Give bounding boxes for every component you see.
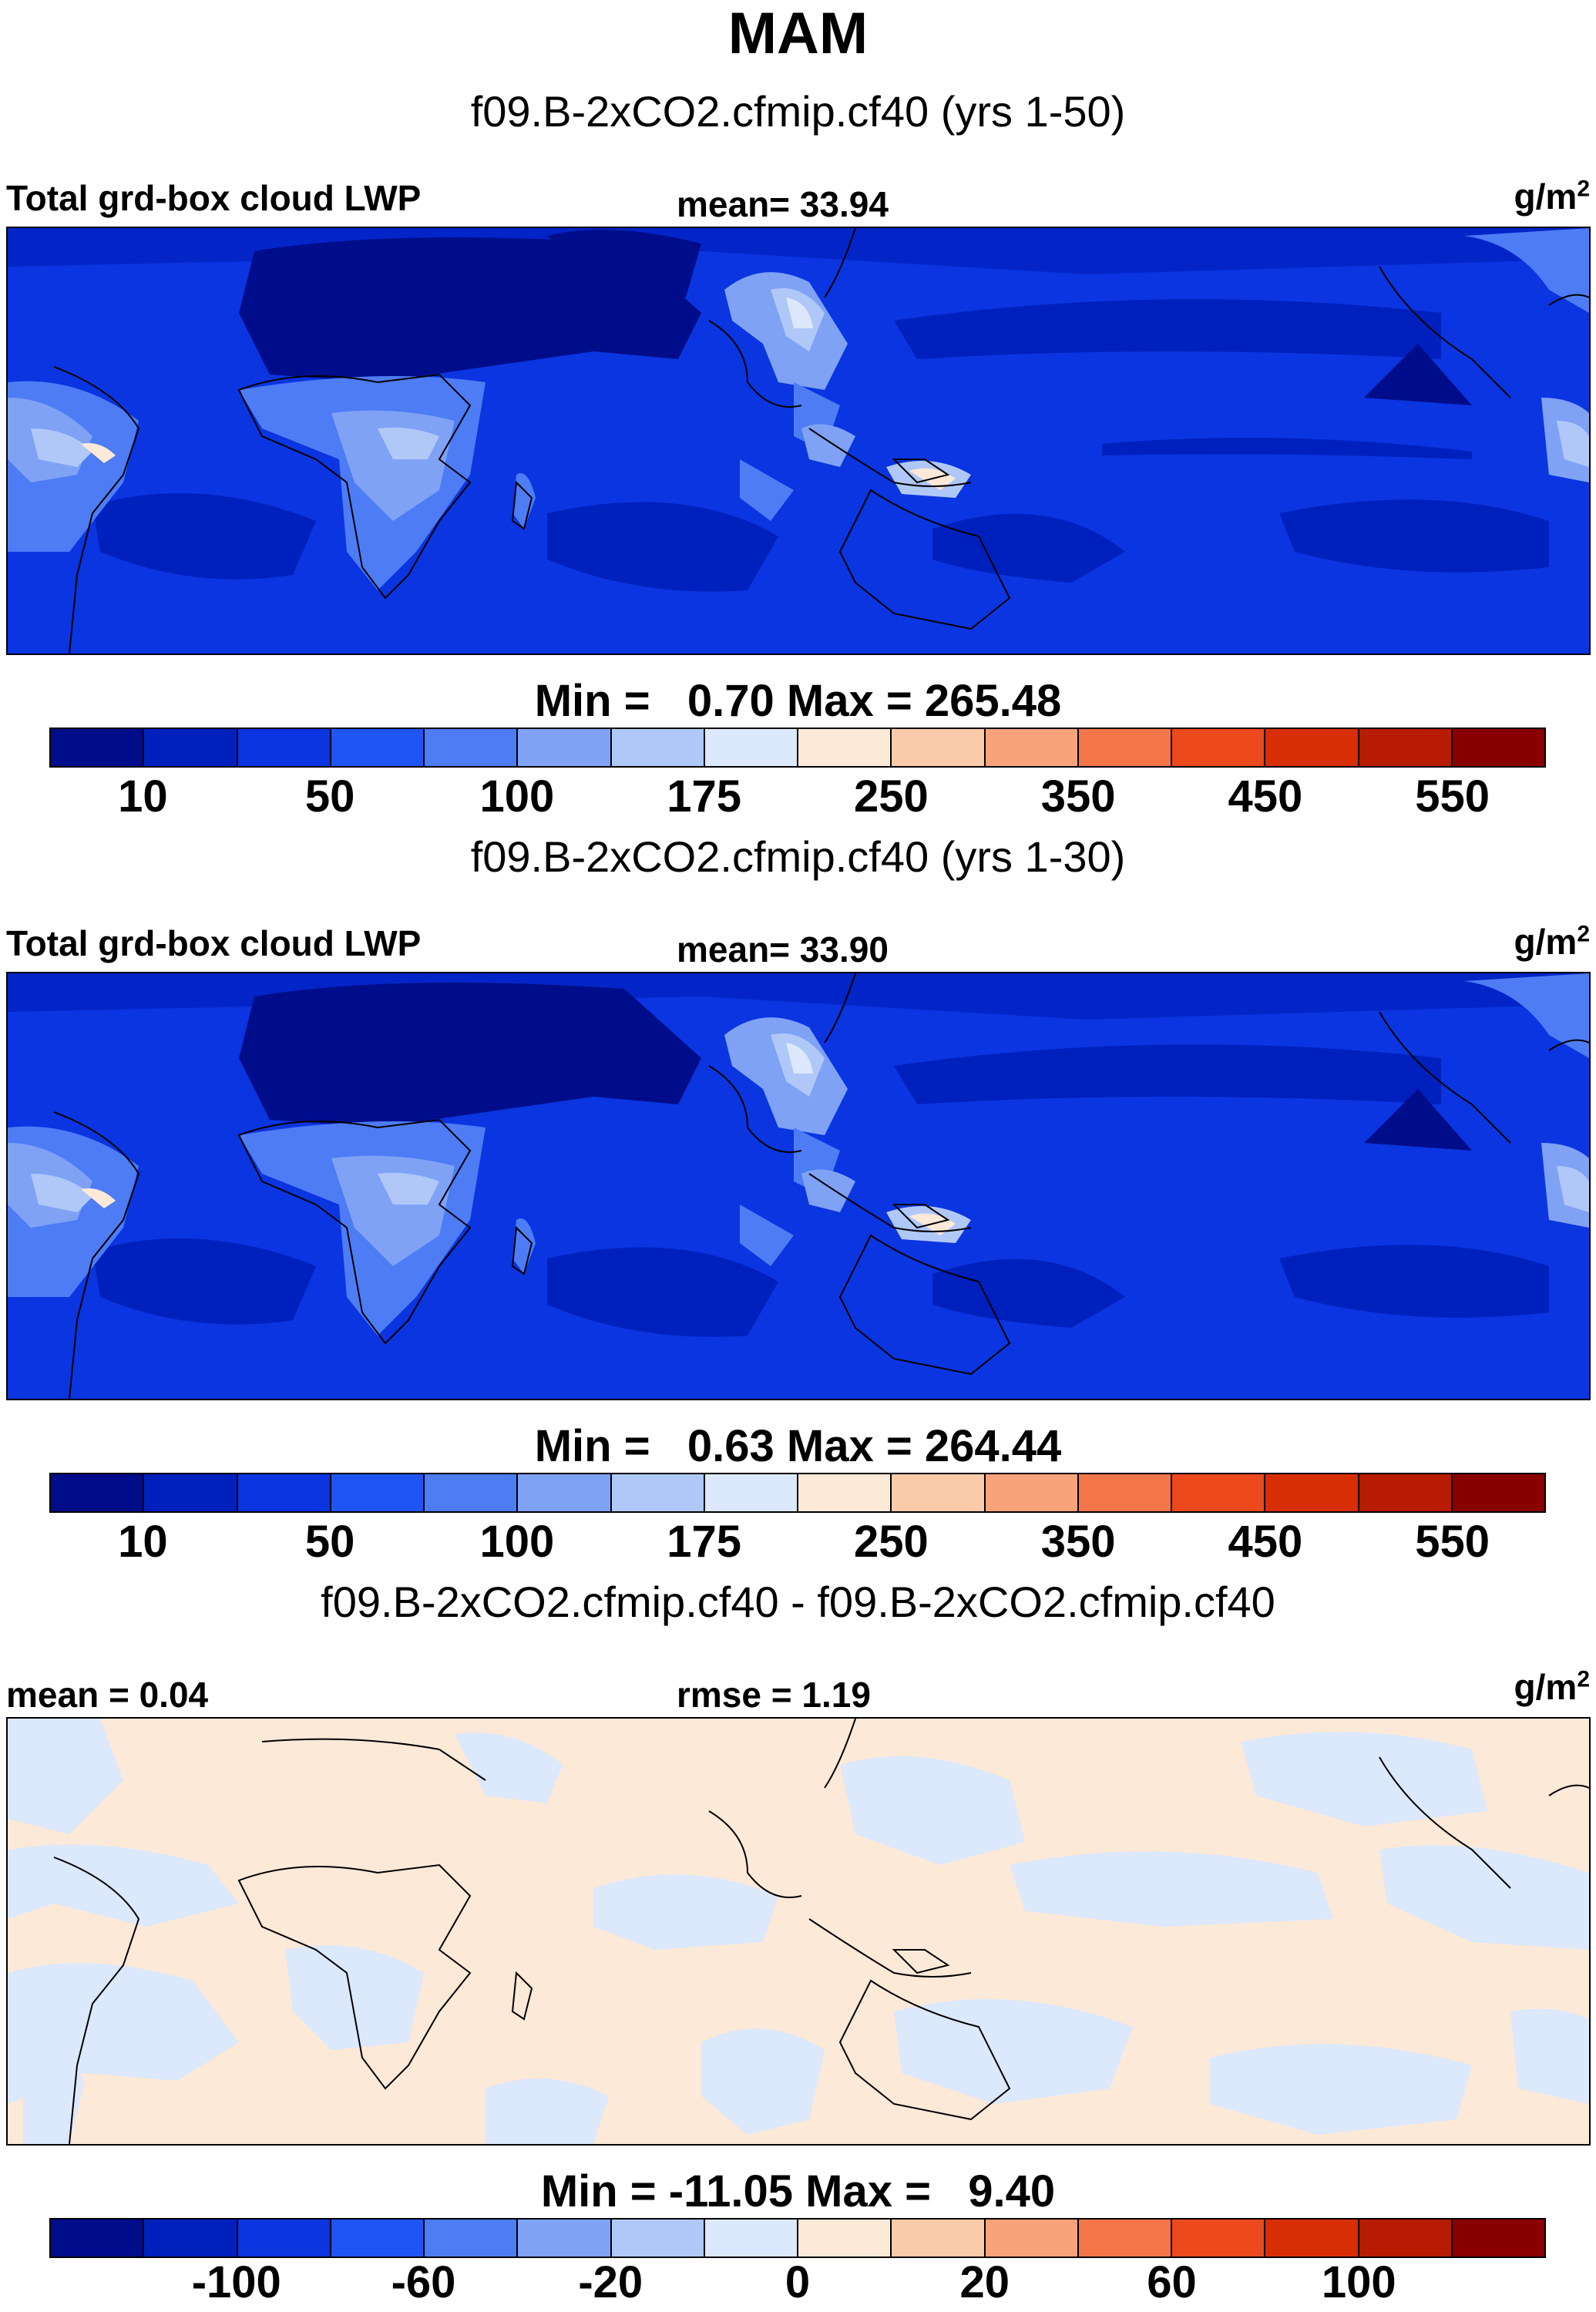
panel1-colorbar xyxy=(49,728,1546,768)
colorbar-swatch xyxy=(425,1474,519,1511)
panel3-map xyxy=(6,1717,1591,2146)
colorbar-swatch xyxy=(1452,729,1544,766)
colorbar-swatch xyxy=(518,1474,612,1511)
colorbar-swatch xyxy=(1265,2220,1359,2257)
colorbar-swatch xyxy=(331,2220,425,2257)
colorbar-swatch xyxy=(798,729,892,766)
colorbar-swatch xyxy=(237,1474,331,1511)
colorbar-swatch xyxy=(518,729,612,766)
colorbar-swatch xyxy=(611,2220,705,2257)
colorbar-swatch xyxy=(425,2220,519,2257)
colorbar-swatch xyxy=(51,1474,145,1511)
panel3-colorbar xyxy=(49,2218,1546,2258)
panel2-map xyxy=(6,972,1591,1400)
panel3-case-title: f09.B-2xCO2.cfmip.cf40 - f09.B-2xCO2.cfm… xyxy=(321,1578,1275,1626)
colorbar-swatch xyxy=(1078,2220,1172,2257)
colorbar-swatch xyxy=(611,729,705,766)
colorbar-swatch xyxy=(144,1474,238,1511)
colorbar-swatch xyxy=(985,2220,1079,2257)
panel2-map-field xyxy=(8,973,1589,1399)
colorbar-tick-label: -100 xyxy=(191,2257,281,2307)
colorbar-tick-label: 250 xyxy=(853,771,929,822)
colorbar-swatch xyxy=(331,1474,425,1511)
panel3-minmax: Min = -11.05 Max = 9.40 xyxy=(540,2166,1056,2216)
panel1-case-title: f09.B-2xCO2.cfmip.cf40 (yrs 1-50) xyxy=(470,87,1126,136)
colorbar-swatch xyxy=(1078,1474,1172,1511)
colorbar-tick-label: 50 xyxy=(304,771,355,822)
colorbar-tick-label: 60 xyxy=(1147,2257,1197,2307)
colorbar-swatch xyxy=(51,729,145,766)
panel2-field-label: Total grd-box cloud LWP xyxy=(6,923,422,963)
panel1-map xyxy=(6,227,1591,655)
colorbar-tick-label: 250 xyxy=(853,1517,929,1567)
figure-title: MAM xyxy=(727,1,869,66)
colorbar-tick-label: 175 xyxy=(667,1517,742,1567)
panel2-case-title: f09.B-2xCO2.cfmip.cf40 (yrs 1-30) xyxy=(470,832,1126,881)
colorbar-swatch xyxy=(1452,1474,1544,1511)
colorbar-tick-label: 350 xyxy=(1040,1517,1116,1567)
colorbar-swatch xyxy=(985,1474,1079,1511)
colorbar-swatch xyxy=(704,1474,798,1511)
colorbar-swatch xyxy=(1359,729,1453,766)
colorbar-swatch xyxy=(1359,2220,1453,2257)
colorbar-tick-label: 175 xyxy=(667,771,742,822)
colorbar-tick-label: -60 xyxy=(391,2257,456,2307)
panel2-colorbar xyxy=(49,1473,1546,1513)
colorbar-tick-label: 20 xyxy=(959,2257,1010,2307)
colorbar-swatch xyxy=(892,1474,986,1511)
colorbar-swatch xyxy=(704,2220,798,2257)
panel1-minmax: Min = 0.70 Max = 265.48 xyxy=(534,676,1062,726)
panel3-colorbar-ticks: -100 -60 -20 0 20 60 100 xyxy=(49,2257,1546,2310)
colorbar-swatch xyxy=(892,729,986,766)
colorbar-swatch xyxy=(704,729,798,766)
colorbar-swatch xyxy=(1452,2220,1544,2257)
panel1-field-label: Total grd-box cloud LWP xyxy=(6,178,422,218)
panel2-minmax: Min = 0.63 Max = 264.44 xyxy=(534,1421,1062,1471)
colorbar-swatch xyxy=(237,729,331,766)
panel1-mean-label: mean= 33.94 xyxy=(677,184,889,224)
colorbar-swatch xyxy=(331,729,425,766)
panel3-mean-label: mean = 0.04 xyxy=(6,1675,209,1715)
colorbar-swatch xyxy=(237,2220,331,2257)
colorbar-swatch xyxy=(1078,729,1172,766)
colorbar-tick-label: 0 xyxy=(785,2257,811,2307)
panel3-units: g/m2 xyxy=(1514,1666,1590,1707)
colorbar-tick-label: -20 xyxy=(578,2257,643,2307)
colorbar-tick-label: 100 xyxy=(479,1517,555,1567)
panel3-rmse-label: rmse = 1.19 xyxy=(677,1675,871,1715)
colorbar-tick-label: 50 xyxy=(304,1517,355,1567)
colorbar-swatch xyxy=(51,2220,145,2257)
colorbar-swatch xyxy=(1265,1474,1359,1511)
colorbar-swatch xyxy=(1265,729,1359,766)
colorbar-tick-label: 10 xyxy=(118,771,168,822)
colorbar-tick-label: 450 xyxy=(1228,771,1303,822)
colorbar-swatch xyxy=(144,729,238,766)
colorbar-tick-label: 100 xyxy=(1321,2257,1396,2307)
panel1-colorbar-ticks: 10 50 100 175 250 350 450 550 xyxy=(49,771,1546,825)
colorbar-swatch xyxy=(611,1474,705,1511)
colorbar-swatch xyxy=(798,2220,892,2257)
colorbar-swatch xyxy=(798,1474,892,1511)
panel2-units: g/m2 xyxy=(1514,921,1590,962)
colorbar-swatch xyxy=(892,2220,986,2257)
colorbar-swatch xyxy=(425,729,519,766)
colorbar-swatch xyxy=(1359,1474,1453,1511)
colorbar-swatch xyxy=(1172,2220,1266,2257)
colorbar-tick-label: 450 xyxy=(1228,1517,1303,1567)
panel2-mean-label: mean= 33.90 xyxy=(677,929,889,969)
panel1-map-field xyxy=(8,228,1589,654)
colorbar-tick-label: 550 xyxy=(1415,1517,1490,1567)
panel2-colorbar-ticks: 10 50 100 175 250 350 450 550 xyxy=(49,1516,1546,1570)
colorbar-swatch xyxy=(144,2220,238,2257)
colorbar-swatch xyxy=(985,729,1079,766)
colorbar-swatch xyxy=(518,2220,612,2257)
colorbar-tick-label: 550 xyxy=(1415,771,1490,822)
colorbar-swatch xyxy=(1172,1474,1266,1511)
colorbar-tick-label: 100 xyxy=(479,771,555,822)
panel3-map-field xyxy=(8,1719,1589,2144)
colorbar-swatch xyxy=(1172,729,1266,766)
colorbar-tick-label: 10 xyxy=(118,1517,168,1567)
colorbar-tick-label: 350 xyxy=(1040,771,1116,822)
panel1-units: g/m2 xyxy=(1514,176,1590,217)
